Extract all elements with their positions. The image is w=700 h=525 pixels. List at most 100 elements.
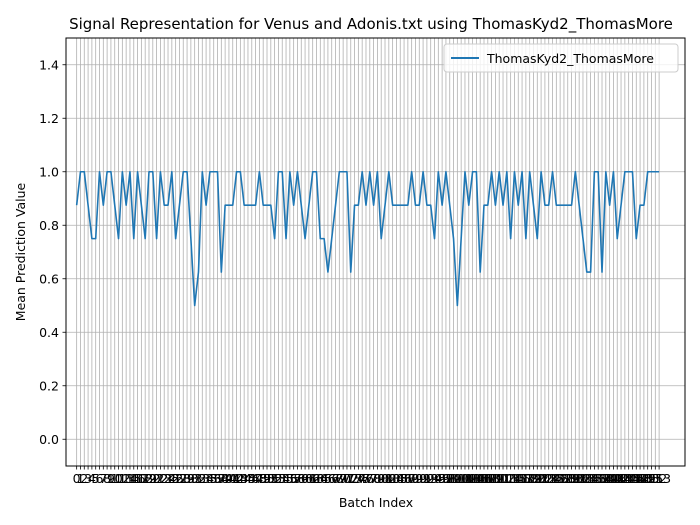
x-tick-label: 119 <box>518 471 542 486</box>
x-tick-label: 94 <box>427 471 443 486</box>
y-tick-label: 0.4 <box>39 325 59 340</box>
x-tick-label: 32 <box>191 471 207 486</box>
x-tick-label: 79 <box>369 471 385 486</box>
x-tick-label: 138 <box>590 471 614 486</box>
x-tick-label: 136 <box>582 471 606 486</box>
x-tick-label: 151 <box>640 471 664 486</box>
x-gridlines <box>76 38 660 466</box>
x-tick-label: 153 <box>647 471 671 486</box>
x-tick-label: 90 <box>411 471 427 486</box>
x-tick-label: 145 <box>617 471 641 486</box>
x-tick-label: 58 <box>290 471 306 486</box>
x-tick-label: 117 <box>510 471 534 486</box>
x-tick-label: 37 <box>210 471 226 486</box>
x-tick-label: 33 <box>194 471 210 486</box>
x-tick-label: 43 <box>232 471 248 486</box>
x-tick-label: 8 <box>103 471 111 486</box>
x-tick-label: 84 <box>388 471 404 486</box>
x-tick-label: 39 <box>217 471 233 486</box>
x-tick-label: 123 <box>533 471 557 486</box>
x-tick-label: 70 <box>335 471 351 486</box>
x-tick-label: 11 <box>111 471 127 486</box>
x-tick-label: 131 <box>563 471 587 486</box>
x-tick-label: 137 <box>586 471 610 486</box>
x-tick-label: 15 <box>126 471 142 486</box>
x-tick-label: 60 <box>297 471 313 486</box>
x-tick-label: 139 <box>594 471 618 486</box>
x-tick-label: 150 <box>636 471 660 486</box>
x-tick-label: 36 <box>206 471 222 486</box>
x-tick-label: 86 <box>396 471 412 486</box>
x-tick-label: 129 <box>556 471 580 486</box>
x-tick-label: 41 <box>225 471 241 486</box>
y-tick-label: 0.0 <box>39 432 59 447</box>
x-tick-label: 127 <box>548 471 572 486</box>
x-tick-label: 28 <box>175 471 191 486</box>
x-tick-label: 4 <box>88 471 96 486</box>
x-tick-label: 0 <box>73 471 81 486</box>
x-tick-label: 69 <box>331 471 347 486</box>
x-tick-label: 122 <box>529 471 553 486</box>
x-tick-label: 18 <box>137 471 153 486</box>
y-tick-label: 0.2 <box>39 378 59 393</box>
x-tick-label: 115 <box>503 471 527 486</box>
x-tick-label: 125 <box>541 471 565 486</box>
x-tick-label: 10 <box>107 471 123 486</box>
x-tick-label: 149 <box>632 471 656 486</box>
x-tick-label: 78 <box>366 471 382 486</box>
x-tick-label: 88 <box>404 471 420 486</box>
plot-frame <box>65 37 686 467</box>
series-line-thomaskyd2-thomasmore <box>75 170 660 307</box>
x-tick-label: 92 <box>419 471 435 486</box>
y-axis-ticks: 0.0 0.2 0.4 0.6 0.8 1.0 1.2 1.4 <box>39 57 66 447</box>
x-tick-label: 47 <box>248 471 264 486</box>
x-tick-label: 5 <box>92 471 100 486</box>
x-tick-label: 52 <box>267 471 283 486</box>
x-tick-label: 141 <box>602 471 626 486</box>
x-tick-label: 67 <box>324 471 340 486</box>
x-tick-label: 112 <box>491 471 515 486</box>
x-tick-label: 72 <box>343 471 359 486</box>
x-tick-label: 31 <box>187 471 203 486</box>
x-tick-label: 152 <box>643 471 667 486</box>
x-tick-label: 100 <box>445 471 469 486</box>
x-tick-label: 98 <box>442 471 458 486</box>
x-tick-label: 134 <box>575 471 599 486</box>
x-tick-label: 102 <box>453 471 477 486</box>
x-tick-label: 76 <box>358 471 374 486</box>
x-tick-label: 104 <box>461 471 485 486</box>
y-tick-label: 1.4 <box>39 57 59 72</box>
x-tick-label: 30 <box>183 471 199 486</box>
x-tick-label: 97 <box>438 471 454 486</box>
x-tick-label: 57 <box>286 471 302 486</box>
x-tick-label: 34 <box>198 471 214 486</box>
x-tick-label: 80 <box>373 471 389 486</box>
x-tick-label: 148 <box>628 471 652 486</box>
x-tick-label: 40 <box>221 471 237 486</box>
x-tick-label: 9 <box>107 471 115 486</box>
x-tick-label: 128 <box>552 471 576 486</box>
x-tick-label: 64 <box>312 471 328 486</box>
x-tick-label: 82 <box>381 471 397 486</box>
x-tick-label: 56 <box>282 471 298 486</box>
x-tick-label: 71 <box>339 471 355 486</box>
x-tick-label: 107 <box>472 471 496 486</box>
legend-entry-label: ThomasKyd2_ThomasMore <box>486 51 654 66</box>
x-tick-label: 17 <box>133 471 149 486</box>
x-tick-label: 63 <box>309 471 325 486</box>
x-tick-label: 109 <box>480 471 504 486</box>
x-tick-label: 48 <box>251 471 267 486</box>
x-axis-ticks: 0123456789101112131415161718192021222324… <box>73 466 671 486</box>
x-tick-label: 110 <box>483 471 507 486</box>
x-tick-label: 132 <box>567 471 591 486</box>
y-tick-label: 0.6 <box>39 271 59 286</box>
y-tick-label: 1.0 <box>39 164 59 179</box>
x-tick-label: 65 <box>316 471 332 486</box>
x-tick-label: 113 <box>495 471 519 486</box>
x-tick-label: 81 <box>377 471 393 486</box>
x-tick-label: 126 <box>544 471 568 486</box>
x-tick-label: 96 <box>434 471 450 486</box>
x-tick-label: 19 <box>141 471 157 486</box>
x-tick-label: 83 <box>385 471 401 486</box>
